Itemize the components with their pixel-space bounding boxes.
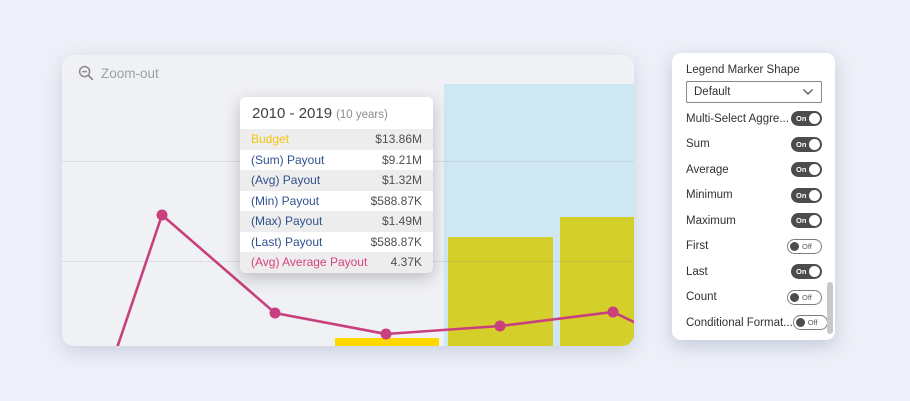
toggle-knob bbox=[809, 138, 820, 150]
toggle-knob bbox=[790, 292, 799, 302]
tooltip-row-label: (Min) Payout bbox=[251, 193, 320, 208]
data-point-marker[interactable] bbox=[607, 306, 619, 318]
toggle-switch-on[interactable]: On bbox=[791, 162, 822, 178]
toggle-row: Sum On bbox=[686, 132, 822, 158]
tooltip-row-value: $13.86M bbox=[375, 132, 422, 147]
toggle-knob bbox=[809, 266, 820, 278]
zoom-out-button[interactable]: Zoom-out bbox=[74, 61, 163, 85]
toggle-row: Minimum On bbox=[686, 183, 822, 209]
toggle-knob bbox=[809, 113, 820, 125]
toggle-switch-on[interactable]: On bbox=[791, 187, 822, 203]
toggle-label: First bbox=[686, 240, 709, 253]
toggle-row: Maximum On bbox=[686, 208, 822, 234]
toggle-state-text: On bbox=[796, 114, 807, 124]
toggle-row: Last On bbox=[686, 259, 822, 285]
toggle-state-text: On bbox=[796, 216, 807, 226]
tooltip-row-value: $1.49M bbox=[381, 214, 422, 229]
toggle-knob bbox=[809, 164, 820, 176]
toggle-label: Maximum bbox=[686, 214, 736, 227]
toggle-label: Multi-Select Aggre... bbox=[686, 112, 789, 125]
toggle-list: Multi-Select Aggre... On Sum On Average On Min… bbox=[686, 106, 828, 336]
toggle-knob bbox=[809, 189, 820, 201]
tooltip-rows: Budget $13.86M (Sum) Payout $9.21M (Avg) Pay… bbox=[240, 129, 433, 273]
toggle-state-text: On bbox=[796, 190, 807, 200]
toggle-label: Average bbox=[686, 163, 729, 176]
tooltip-row: (Avg) Average Payout 4.37K bbox=[240, 252, 433, 273]
tooltip-row: (Avg) Payout $1.32M bbox=[240, 170, 433, 191]
data-point-marker[interactable] bbox=[494, 320, 506, 332]
tooltip-row-value: 4.37K bbox=[390, 255, 422, 270]
toggle-switch-off[interactable]: Off bbox=[792, 315, 828, 331]
tooltip-row-label: (Avg) Payout bbox=[251, 173, 321, 188]
tooltip-row-label: (Avg) Average Payout bbox=[251, 255, 368, 270]
toggle-row: Average On bbox=[686, 157, 822, 183]
toggle-switch-on[interactable]: On bbox=[791, 264, 822, 280]
toggle-label: Sum bbox=[686, 138, 710, 151]
tooltip-row-label: (Sum) Payout bbox=[251, 152, 325, 167]
toggle-row: Count Off bbox=[686, 285, 822, 311]
chart-tooltip: 2010 - 2019 (10 years) Budget $13.86M (Sum)… bbox=[240, 97, 433, 273]
data-point-marker[interactable] bbox=[156, 209, 168, 221]
toggle-row: First Off bbox=[686, 234, 822, 260]
toggle-state-text: On bbox=[796, 165, 807, 175]
toggle-label: Conditional Format... bbox=[686, 316, 793, 329]
zoom-out-icon bbox=[78, 65, 94, 81]
legend-marker-shape-label: Legend Marker Shape bbox=[686, 64, 800, 76]
bar[interactable] bbox=[335, 338, 439, 346]
toggle-state-text: Off bbox=[802, 292, 812, 302]
tooltip-title: 2010 - 2019 bbox=[252, 105, 333, 122]
chevron-down-icon bbox=[803, 89, 813, 95]
toggle-state-text: On bbox=[796, 139, 807, 149]
toggle-row: Conditional Format... Off bbox=[686, 310, 828, 336]
tooltip-row-label: (Last) Payout bbox=[251, 234, 323, 249]
data-point-marker[interactable] bbox=[380, 328, 392, 340]
toggle-switch-on[interactable]: On bbox=[791, 111, 822, 127]
bar[interactable] bbox=[560, 217, 634, 346]
tooltip-row: (Max) Payout $1.49M bbox=[240, 211, 433, 232]
tooltip-row-label: (Max) Payout bbox=[251, 214, 323, 229]
toggle-knob bbox=[809, 215, 820, 227]
toggle-knob bbox=[790, 241, 799, 251]
toggle-label: Count bbox=[686, 291, 717, 304]
tooltip-row-value: $1.32M bbox=[381, 173, 422, 188]
toggle-state-text: Off bbox=[802, 241, 812, 251]
tooltip-row-value: $588.87K bbox=[370, 234, 422, 249]
toggle-switch-off[interactable]: Off bbox=[787, 289, 822, 305]
tooltip-row: (Last) Payout $588.87K bbox=[240, 232, 433, 253]
toggle-state-text: On bbox=[796, 267, 807, 277]
tooltip-header: 2010 - 2019 (10 years) bbox=[240, 97, 433, 129]
tooltip-row-value: $588.87K bbox=[370, 193, 422, 208]
toggle-switch-off[interactable]: Off bbox=[787, 238, 822, 254]
toggle-label: Last bbox=[686, 265, 708, 278]
toggle-state-text: Off bbox=[807, 318, 818, 328]
toggle-switch-on[interactable]: On bbox=[791, 213, 822, 229]
zoom-out-label: Zoom-out bbox=[101, 65, 159, 81]
tooltip-row: (Sum) Payout $9.21M bbox=[240, 150, 433, 171]
tooltip-row-label: Budget bbox=[251, 132, 290, 147]
legend-marker-shape-dropdown[interactable]: Default bbox=[686, 81, 822, 103]
settings-panel: Legend Marker Shape Default Multi-Select… bbox=[672, 53, 835, 340]
toggle-row: Multi-Select Aggre... On bbox=[686, 106, 822, 132]
line-series bbox=[116, 209, 634, 346]
data-point-marker[interactable] bbox=[269, 307, 281, 319]
tooltip-row: (Min) Payout $588.87K bbox=[240, 191, 433, 212]
tooltip-subtitle: (10 years) bbox=[336, 109, 388, 121]
scrollbar-thumb[interactable] bbox=[827, 282, 833, 334]
tooltip-row-value: $9.21M bbox=[381, 152, 422, 167]
toggle-knob bbox=[795, 318, 805, 328]
tooltip-row: Budget $13.86M bbox=[240, 129, 433, 150]
toggle-switch-on[interactable]: On bbox=[791, 136, 822, 152]
dropdown-selected-value: Default bbox=[694, 86, 731, 98]
toggle-label: Minimum bbox=[686, 189, 733, 202]
